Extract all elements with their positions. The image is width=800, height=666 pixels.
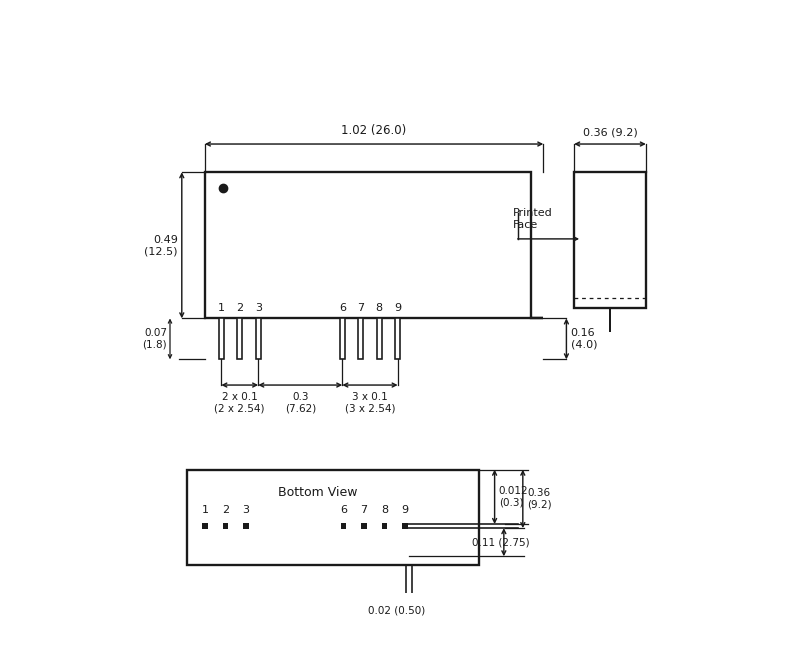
Text: 1: 1 xyxy=(202,505,208,515)
Bar xyxy=(237,318,242,360)
Text: 8: 8 xyxy=(376,303,382,313)
Text: 0.07
(1.8): 0.07 (1.8) xyxy=(142,328,167,350)
Text: 2: 2 xyxy=(236,303,243,313)
Polygon shape xyxy=(205,172,543,318)
Text: 0.16
(4.0): 0.16 (4.0) xyxy=(570,328,597,350)
Bar xyxy=(222,523,228,529)
Bar xyxy=(402,523,408,529)
Text: 6: 6 xyxy=(339,303,346,313)
Text: Printed
Face: Printed Face xyxy=(513,208,552,230)
Bar xyxy=(377,318,382,360)
Bar xyxy=(395,318,400,360)
Bar xyxy=(256,318,261,360)
Text: 9: 9 xyxy=(402,505,409,515)
Text: Bottom View: Bottom View xyxy=(278,486,358,500)
Text: 7: 7 xyxy=(360,505,367,515)
Text: 0.012
(0.3): 0.012 (0.3) xyxy=(498,486,528,507)
Bar xyxy=(187,470,479,565)
Text: 2: 2 xyxy=(222,505,229,515)
Text: 0.49
(12.5): 0.49 (12.5) xyxy=(144,234,178,256)
Text: 0.3
(7.62): 0.3 (7.62) xyxy=(285,392,316,414)
Bar xyxy=(243,523,249,529)
Text: 8: 8 xyxy=(381,505,388,515)
Text: 0.11 (2.75): 0.11 (2.75) xyxy=(473,537,530,547)
Bar xyxy=(574,172,646,308)
Bar xyxy=(358,318,363,360)
Bar xyxy=(382,523,387,529)
Text: 9: 9 xyxy=(394,303,402,313)
Text: 1: 1 xyxy=(218,303,225,313)
Text: 0.02 (0.50): 0.02 (0.50) xyxy=(367,605,425,615)
Text: 3: 3 xyxy=(254,303,262,313)
Text: 0.36 (9.2): 0.36 (9.2) xyxy=(582,127,638,137)
Bar xyxy=(361,523,366,529)
Bar xyxy=(340,318,345,360)
Text: 3 x 0.1
(3 x 2.54): 3 x 0.1 (3 x 2.54) xyxy=(345,392,395,414)
Bar xyxy=(341,523,346,529)
Text: 1.02 (26.0): 1.02 (26.0) xyxy=(342,125,406,137)
Text: 0.36
(9.2): 0.36 (9.2) xyxy=(527,488,551,509)
Text: 6: 6 xyxy=(340,505,347,515)
Text: 2 x 0.1
(2 x 2.54): 2 x 0.1 (2 x 2.54) xyxy=(214,392,265,414)
Text: 7: 7 xyxy=(358,303,364,313)
Text: 3: 3 xyxy=(242,505,250,515)
Bar xyxy=(218,318,224,360)
Bar xyxy=(202,523,208,529)
